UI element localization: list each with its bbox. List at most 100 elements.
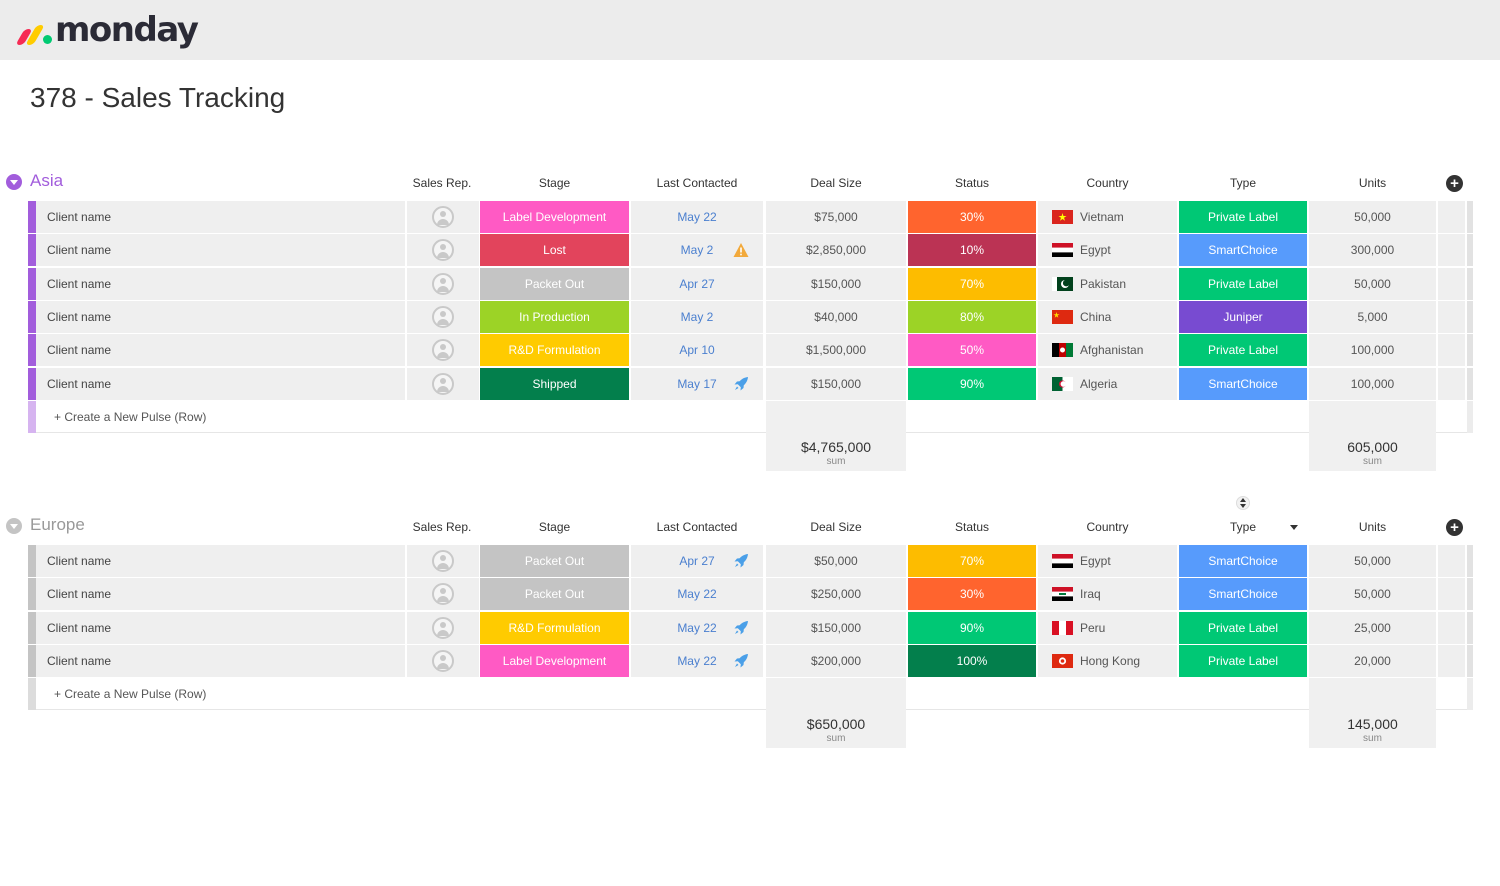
country-cell[interactable]: China (1038, 300, 1177, 333)
last-contacted-cell[interactable]: May 22 (631, 644, 763, 677)
last-contacted-cell[interactable]: May 22 (631, 578, 763, 611)
column-header-last-contacted[interactable]: Last Contacted (656, 520, 738, 534)
type-dropdown-icon[interactable] (1290, 525, 1298, 530)
board-title[interactable]: 378 - Sales Tracking (30, 82, 286, 113)
column-header-country[interactable]: Country (1086, 176, 1129, 190)
client-name-cell[interactable]: Client name (36, 367, 405, 400)
column-header-deal-size[interactable]: Deal Size (810, 176, 862, 190)
last-contacted-cell[interactable]: Apr 27 (631, 267, 763, 300)
country-cell[interactable]: Egypt (1038, 545, 1177, 577)
avatar-icon[interactable] (432, 305, 454, 328)
deal-size-cell[interactable]: $1,500,000 (766, 334, 906, 367)
avatar-icon[interactable] (432, 372, 454, 395)
deal-size-cell[interactable]: $2,850,000 (766, 234, 906, 267)
deal-size-cell[interactable]: $250,000 (766, 578, 906, 611)
monday-logo[interactable]: monday (15, 10, 199, 50)
avatar-icon[interactable] (432, 649, 454, 672)
client-name-cell[interactable]: Client name (36, 578, 405, 611)
avatar-icon[interactable] (432, 550, 454, 572)
last-contacted-cell[interactable]: May 2 (631, 234, 763, 267)
sales-rep-cell[interactable] (407, 300, 479, 333)
units-cell[interactable]: 100,000 (1309, 367, 1436, 400)
deal-size-cell[interactable]: $200,000 (766, 644, 906, 677)
column-header-type[interactable]: Type (1229, 176, 1256, 190)
column-header-stage[interactable]: Stage (538, 176, 571, 190)
stage-label[interactable]: Packet Out (480, 578, 629, 611)
avatar-icon[interactable] (432, 272, 454, 295)
client-name-cell[interactable]: Client name (36, 644, 405, 677)
units-cell[interactable]: 50,000 (1309, 201, 1436, 233)
last-contacted-cell[interactable]: Apr 10 (631, 334, 763, 367)
create-new-pulse-row[interactable]: + Create a New Pulse (Row) (28, 400, 1473, 433)
create-new-pulse-button[interactable]: + Create a New Pulse (Row) (36, 400, 766, 433)
status-label[interactable]: 80% (908, 300, 1036, 333)
add-column-icon[interactable]: + (1446, 175, 1463, 192)
type-label[interactable]: SmartChoice (1179, 367, 1307, 400)
column-header-status[interactable]: Status (954, 520, 990, 534)
column-header-deal-size[interactable]: Deal Size (810, 520, 862, 534)
type-label[interactable]: Private Label (1179, 644, 1307, 677)
type-label[interactable]: SmartChoice (1179, 545, 1307, 577)
sales-rep-cell[interactable] (407, 644, 479, 677)
country-cell[interactable]: Hong Kong (1038, 644, 1177, 677)
avatar-icon[interactable] (432, 616, 454, 639)
create-new-pulse-row[interactable]: + Create a New Pulse (Row) (28, 678, 1473, 711)
status-label[interactable]: 30% (908, 201, 1036, 233)
group-title[interactable]: Asia (30, 171, 64, 190)
units-cell[interactable]: 5,000 (1309, 300, 1436, 333)
client-name-cell[interactable]: Client name (36, 201, 405, 233)
sales-rep-cell[interactable] (407, 545, 479, 577)
country-cell[interactable]: Pakistan (1038, 267, 1177, 300)
units-cell[interactable]: 20,000 (1309, 644, 1436, 677)
avatar-icon[interactable] (432, 339, 454, 362)
sales-rep-cell[interactable] (407, 578, 479, 611)
units-cell[interactable]: 50,000 (1309, 267, 1436, 300)
deal-size-cell[interactable]: $150,000 (766, 611, 906, 644)
sort-icon[interactable] (1236, 496, 1250, 510)
units-cell[interactable]: 300,000 (1309, 234, 1436, 267)
stage-label[interactable]: Label Development (480, 644, 629, 677)
country-cell[interactable]: Peru (1038, 611, 1177, 644)
units-cell[interactable]: 50,000 (1309, 578, 1436, 611)
country-cell[interactable]: Iraq (1038, 578, 1177, 611)
country-cell[interactable]: Algeria (1038, 367, 1177, 400)
sales-rep-cell[interactable] (407, 611, 479, 644)
sales-rep-cell[interactable] (407, 367, 479, 400)
units-cell[interactable]: 25,000 (1309, 611, 1436, 644)
sales-rep-cell[interactable] (407, 201, 479, 233)
sales-rep-cell[interactable] (407, 234, 479, 267)
last-contacted-cell[interactable]: May 22 (631, 201, 763, 233)
status-label[interactable]: 70% (908, 267, 1036, 300)
client-name-cell[interactable]: Client name (36, 267, 405, 300)
status-label[interactable]: 90% (908, 367, 1036, 400)
column-header-status[interactable]: Status (954, 176, 990, 190)
last-contacted-cell[interactable]: Apr 27 (631, 545, 763, 577)
units-cell[interactable]: 100,000 (1309, 334, 1436, 367)
column-header-last-contacted[interactable]: Last Contacted (656, 176, 738, 190)
type-label[interactable]: Private Label (1179, 334, 1307, 367)
type-label[interactable]: Private Label (1179, 201, 1307, 233)
add-column-icon[interactable]: + (1446, 519, 1463, 536)
stage-label[interactable]: Label Development (480, 201, 629, 233)
client-name-cell[interactable]: Client name (36, 611, 405, 644)
type-label[interactable]: SmartChoice (1179, 234, 1307, 267)
status-label[interactable]: 30% (908, 578, 1036, 611)
status-label[interactable]: 100% (908, 644, 1036, 677)
last-contacted-cell[interactable]: May 17 (631, 367, 763, 400)
collapse-group-icon[interactable] (6, 518, 22, 534)
type-label[interactable]: Juniper (1179, 300, 1307, 333)
avatar-icon[interactable] (432, 583, 454, 606)
stage-label[interactable]: R&D Formulation (480, 611, 629, 644)
column-header-sales-rep[interactable]: Sales Rep. (412, 520, 472, 534)
type-label[interactable]: Private Label (1179, 267, 1307, 300)
deal-size-cell[interactable]: $50,000 (766, 545, 906, 577)
column-header-type[interactable]: Type (1229, 520, 1256, 534)
stage-label[interactable]: In Production (480, 300, 629, 333)
column-header-sales-rep[interactable]: Sales Rep. (412, 176, 472, 190)
avatar-icon[interactable] (432, 239, 454, 262)
deal-size-cell[interactable]: $150,000 (766, 367, 906, 400)
last-contacted-cell[interactable]: May 22 (631, 611, 763, 644)
type-label[interactable]: SmartChoice (1179, 578, 1307, 611)
stage-label[interactable]: Shipped (480, 367, 629, 400)
status-label[interactable]: 70% (908, 545, 1036, 577)
